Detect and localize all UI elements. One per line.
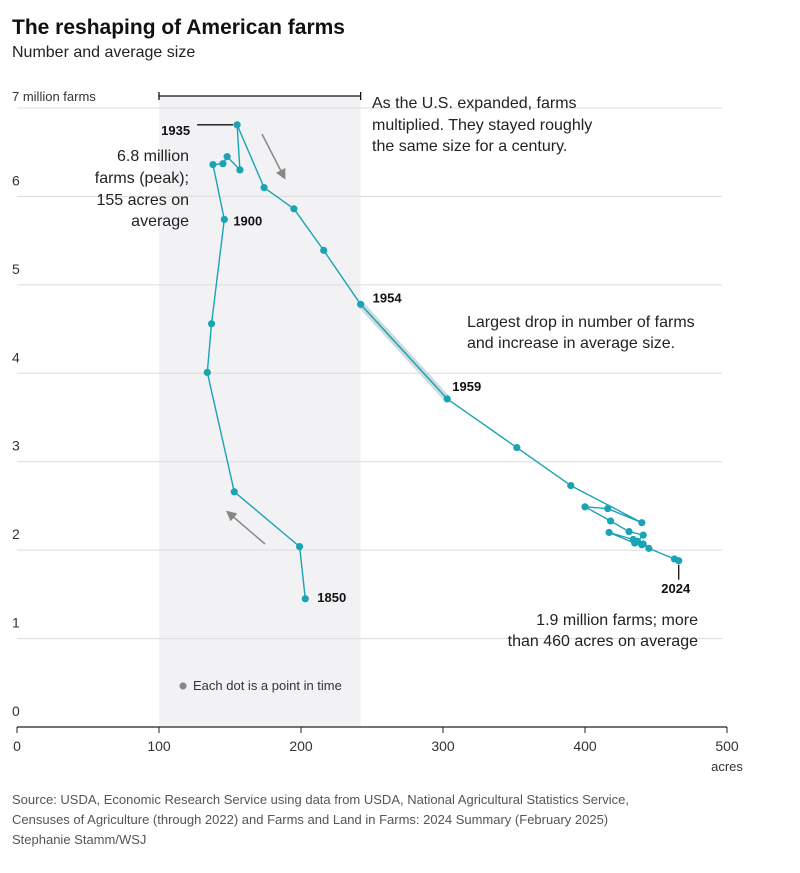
legend-label: Each dot is a point in time xyxy=(193,678,342,693)
x-tick-label: 100 xyxy=(147,738,171,754)
data-point xyxy=(233,121,241,129)
year-label-1900: 1900 xyxy=(233,213,262,228)
year-label-1850: 1850 xyxy=(317,590,346,605)
data-point xyxy=(219,160,227,168)
year-label-1954: 1954 xyxy=(373,290,403,305)
data-point xyxy=(260,183,268,192)
y-tick-label: 3 xyxy=(12,438,20,454)
data-point xyxy=(207,320,216,328)
source-note: Source: USDA, Economic Research Service … xyxy=(12,790,782,850)
annotation-drop: Largest drop in number of farms xyxy=(467,314,695,331)
x-tick-label: 500 xyxy=(715,738,739,754)
annotation-drop: and increase in average size. xyxy=(467,335,675,352)
data-point xyxy=(675,557,683,565)
data-point xyxy=(605,528,613,537)
y-tick-label: 1 xyxy=(12,615,20,631)
data-point xyxy=(357,300,365,308)
data-point xyxy=(230,488,238,496)
data-point xyxy=(639,531,647,539)
data-point xyxy=(639,540,647,548)
data-point xyxy=(645,544,653,552)
annotation-end: than 460 acres on average xyxy=(508,633,698,650)
year-label-1959: 1959 xyxy=(452,379,481,394)
annotation-expand: multiplied. They stayed roughly xyxy=(372,117,592,134)
x-tick-label: 200 xyxy=(289,738,313,754)
data-point xyxy=(223,153,231,161)
data-point xyxy=(220,215,228,224)
annotation-peak: average xyxy=(131,213,189,230)
year-label-2024: 2024 xyxy=(661,581,691,596)
arrow-up-icon xyxy=(226,510,266,545)
year-label-1935: 1935 xyxy=(161,123,190,138)
data-point xyxy=(203,368,211,377)
annotation-peak: 155 acres on xyxy=(96,192,189,209)
data-point xyxy=(638,519,646,527)
data-point xyxy=(513,443,521,452)
x-tick-label: 0 xyxy=(13,738,21,754)
annotation-expand: the same size for a century. xyxy=(372,138,567,155)
data-point xyxy=(629,535,637,544)
y-tick-label: 7 million farms xyxy=(12,89,96,104)
source-line-1: Source: USDA, Economic Research Service … xyxy=(12,792,630,807)
highlight-band xyxy=(159,96,361,727)
data-point xyxy=(581,503,589,511)
x-tick-label: 400 xyxy=(573,738,597,754)
annotation-peak: 6.8 million xyxy=(117,148,189,165)
y-tick-label: 4 xyxy=(12,349,20,365)
data-point xyxy=(236,166,244,174)
chart-title: The reshaping of American farms xyxy=(12,16,345,39)
annotation-expand: As the U.S. expanded, farms xyxy=(372,95,577,112)
credit-line: Stephanie Stamm/WSJ xyxy=(12,832,147,847)
data-point xyxy=(209,160,217,169)
y-tick-label: 2 xyxy=(12,526,20,542)
chart-subtitle: Number and average size xyxy=(12,44,196,61)
x-tick-label: 300 xyxy=(431,738,455,754)
y-tick-label: 0 xyxy=(12,703,20,719)
data-point xyxy=(604,504,612,513)
source-line-2: Censuses of Agriculture (through 2022) a… xyxy=(12,812,609,827)
y-tick-label: 6 xyxy=(12,172,20,188)
data-point xyxy=(443,395,451,403)
data-point xyxy=(295,543,304,551)
annotation-peak: farms (peak); xyxy=(95,170,189,187)
x-unit-label: acres xyxy=(711,759,743,774)
data-point xyxy=(606,517,615,525)
annotation-end: 1.9 million farms; more xyxy=(536,612,698,629)
y-tick-label: 5 xyxy=(12,261,20,277)
data-point xyxy=(290,205,298,213)
data-point xyxy=(320,246,328,254)
farms-connected-scatter-chart: 0 1 2 3 4 5 6 7 million farms 0 100 200 300 400 500 ac… xyxy=(12,89,743,774)
arrow-down-icon xyxy=(261,133,286,180)
data-point xyxy=(301,595,309,603)
data-point xyxy=(625,527,633,536)
legend-dot-icon xyxy=(179,682,187,690)
largest-drop-segment xyxy=(360,303,448,400)
data-point xyxy=(567,481,575,490)
